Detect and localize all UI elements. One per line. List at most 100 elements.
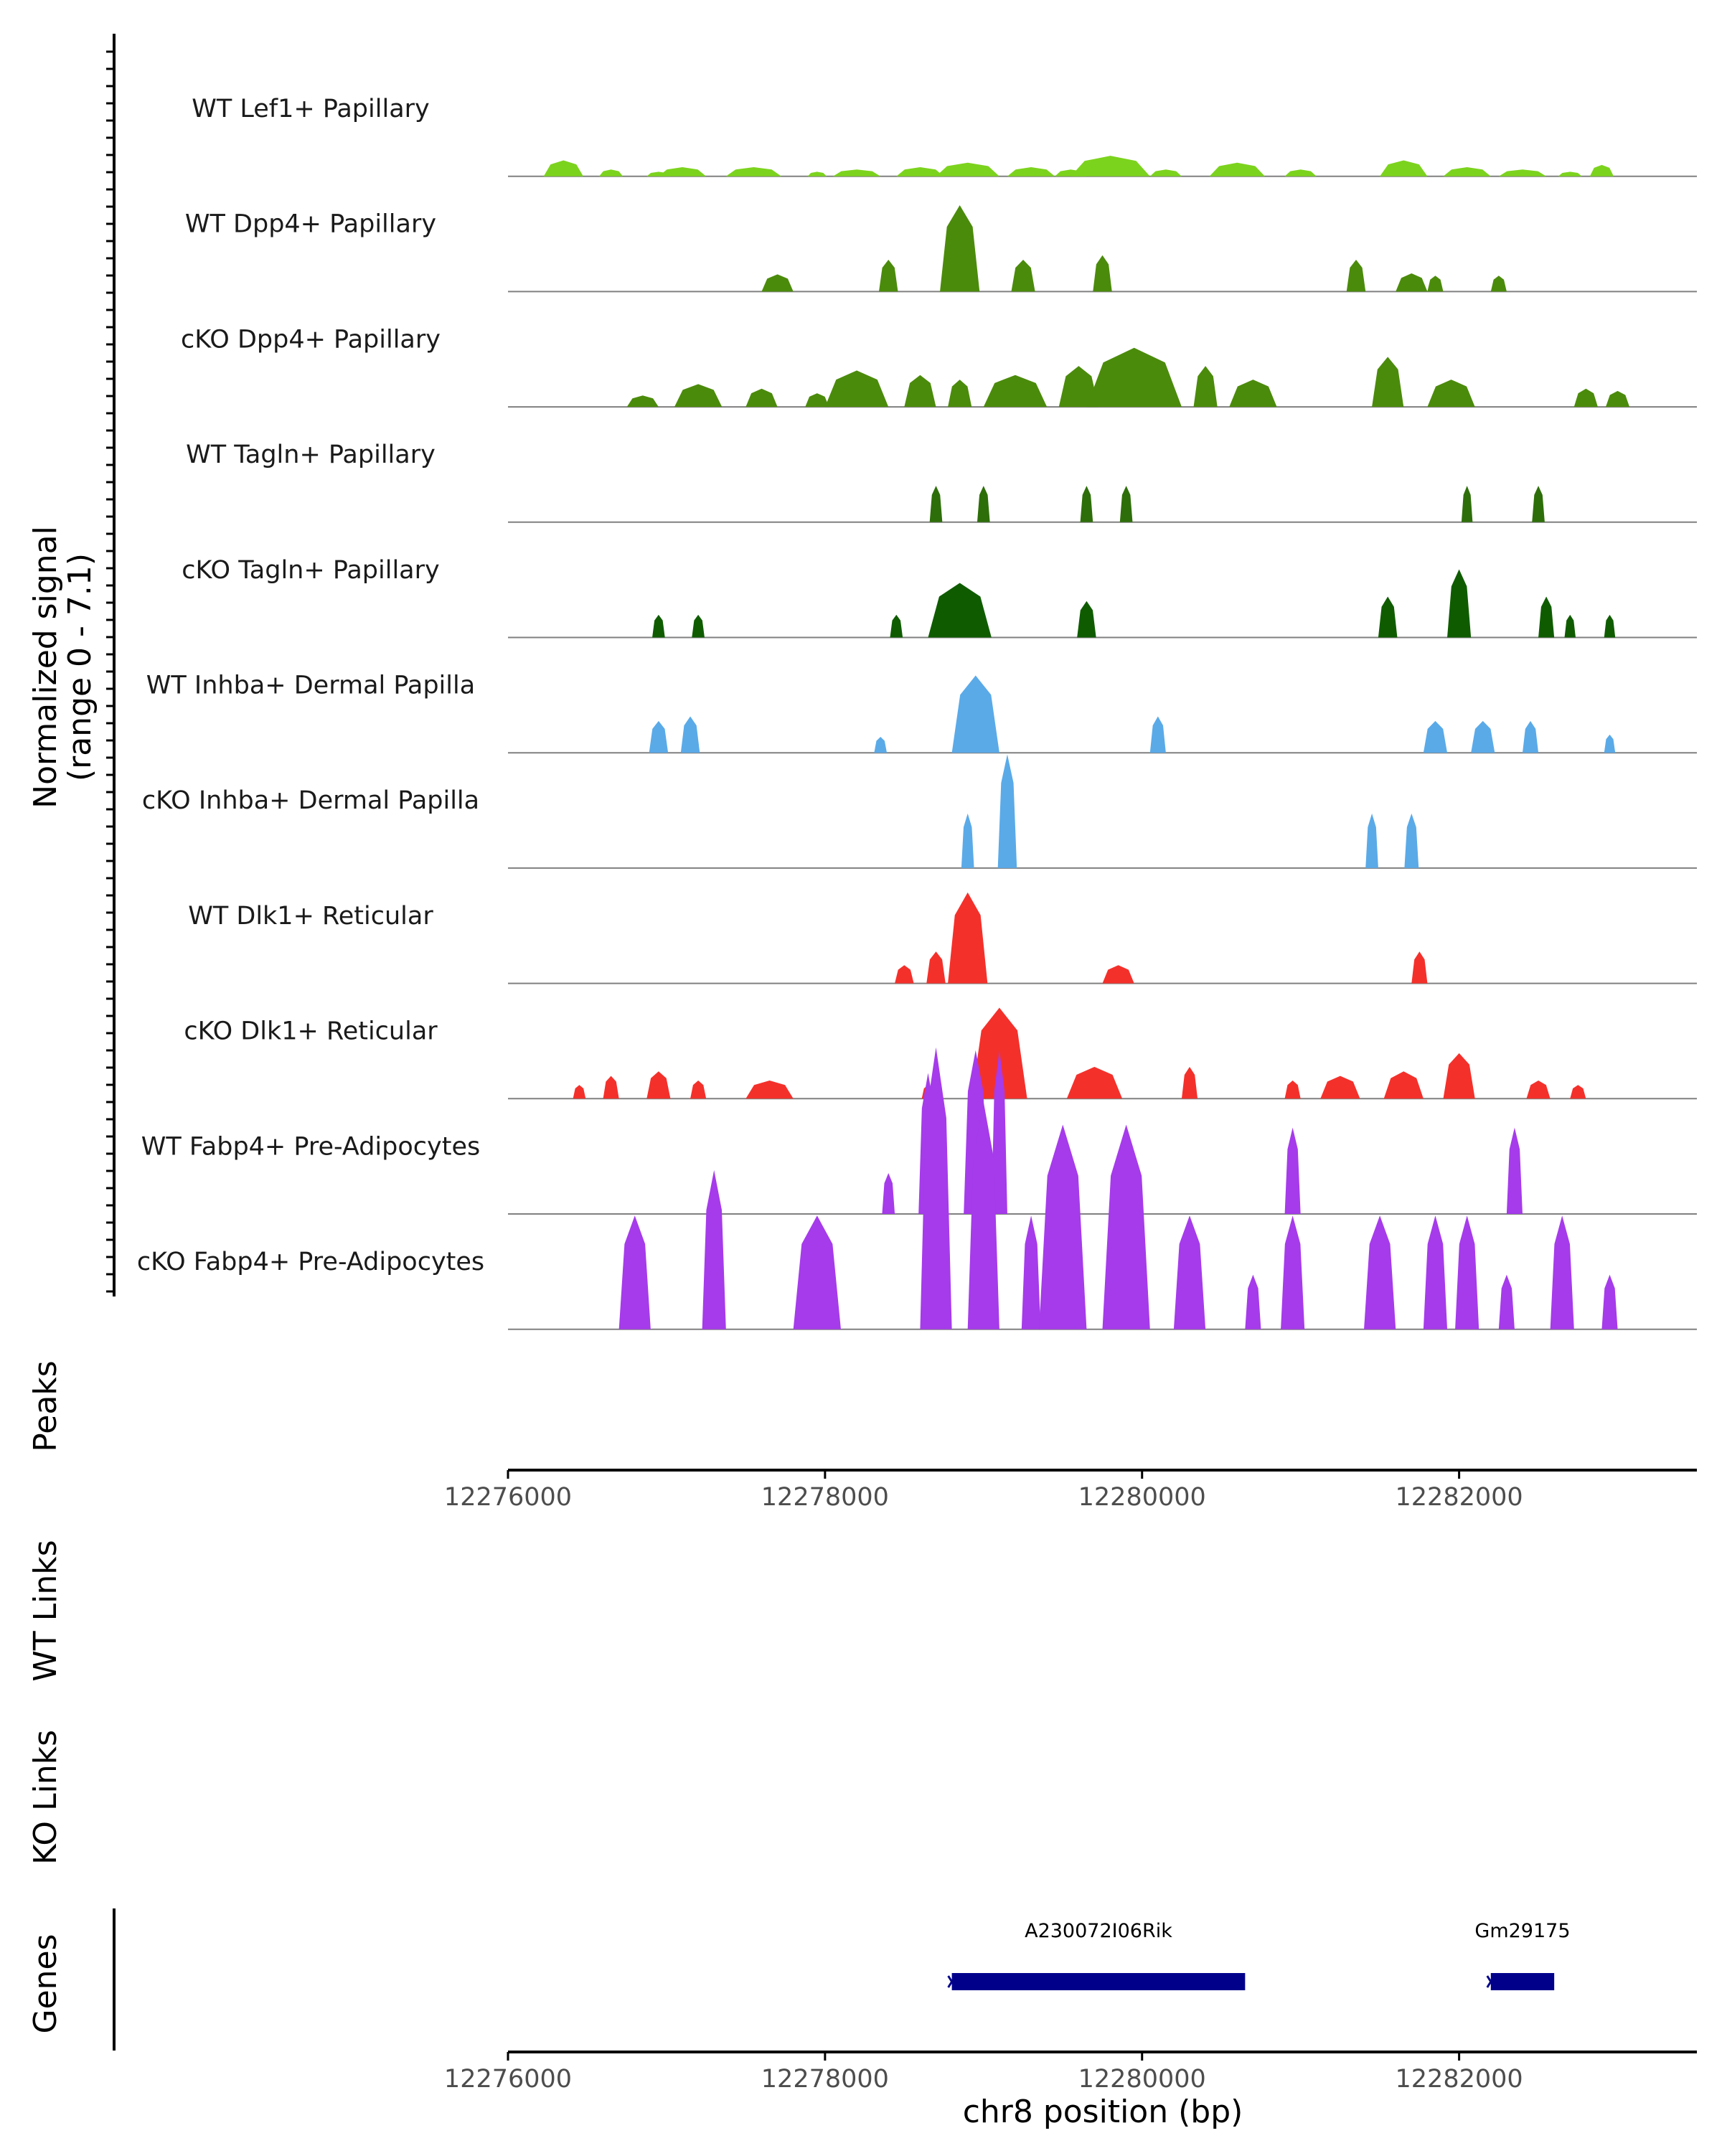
gene-gm29175: Gm29175	[1474, 1920, 1571, 1990]
track-wt-dpp4-papillary: WT Dpp4+ Papillary	[185, 204, 1697, 293]
track-wt-lef1-papillary: WT Lef1+ Papillary	[192, 95, 1697, 177]
coverage-peak	[824, 370, 889, 408]
coverage-peak	[1427, 276, 1444, 292]
coverage-peak	[878, 260, 898, 292]
coverage-peak	[702, 1169, 726, 1329]
coverage-peak	[1378, 596, 1398, 638]
x-tick-label: 12276000	[444, 1483, 572, 1512]
x-tick-label: 12282000	[1396, 2065, 1523, 2094]
coverage-peak	[807, 171, 827, 176]
coverage-peak	[948, 380, 972, 408]
wt-links-panel-label: WT Links	[27, 1540, 64, 1681]
coverage-peak	[967, 1101, 999, 1329]
bottom-x-axis: 12276000 12278000 12280000 12282000	[444, 2052, 1523, 2094]
signal-y-ticks	[106, 50, 114, 1293]
coverage-peak	[1058, 366, 1098, 408]
coverage-peak	[1526, 1080, 1551, 1099]
coverage-peak	[1538, 596, 1555, 638]
coverage-peak	[1498, 169, 1547, 176]
coverage-peak	[874, 737, 888, 753]
track-cko-inhba-dermal-papilla: cKO Inhba+ Dermal Papilla	[142, 754, 1697, 869]
coverage-peak	[1447, 569, 1472, 638]
coverage-peak	[997, 754, 1017, 868]
coverage-peak	[1455, 1215, 1479, 1329]
coverage-peak	[652, 614, 665, 638]
coverage-peak	[1443, 167, 1491, 176]
track-label: WT Lef1+ Papillary	[192, 95, 430, 123]
gene-label: A230072I06Rik	[1025, 1920, 1172, 1942]
coverage-peak	[928, 583, 992, 638]
coverage-peak	[618, 1215, 651, 1329]
coverage-peak	[674, 384, 723, 408]
coverage-peak	[1193, 366, 1218, 408]
track-cko-dlk1-reticular: cKO Dlk1+ Reticular	[184, 1007, 1697, 1100]
gene-body	[951, 1973, 1246, 1990]
track-wt-inhba-dermal-papilla: WT Inhba+ Dermal Papilla	[146, 672, 1697, 754]
coverage-peak	[1427, 380, 1475, 408]
coverage-peak	[1071, 156, 1150, 176]
x-tick-label: 12280000	[1078, 2065, 1206, 2094]
coverage-peak	[1522, 720, 1539, 753]
y-axis-title: Normalized signal (range 0 - 7.1)	[27, 526, 98, 809]
coverage-peak	[603, 1075, 619, 1099]
track-label: WT Fabp4+ Pre-Adipocytes	[141, 1132, 480, 1161]
gene-body	[1490, 1973, 1555, 1990]
coverage-peak	[692, 614, 705, 638]
coverage-peak	[890, 614, 903, 638]
coverage-peak	[1423, 720, 1448, 753]
coverage-peak	[1498, 1274, 1515, 1329]
track-cko-tagln-papillary: cKO Tagln+ Papillary	[182, 556, 1697, 639]
coverage-peak	[1119, 486, 1133, 522]
coverage-peak	[1380, 160, 1428, 176]
coverage-peak	[543, 160, 583, 176]
track-label: cKO Fabp4+ Pre-Adipocytes	[137, 1248, 484, 1276]
coverage-peak	[1229, 380, 1277, 408]
coverage-peak	[1281, 1215, 1305, 1329]
x-tick-label: 12278000	[761, 2065, 889, 2094]
coverage-peak	[1589, 164, 1614, 176]
coverage-peak	[1564, 614, 1576, 638]
coverage-peak	[1149, 716, 1166, 753]
track-label: WT Tagln+ Papillary	[186, 441, 436, 469]
coverage-peak	[793, 1215, 841, 1329]
coverage-peak	[1365, 813, 1378, 868]
track-wt-tagln-papillary: WT Tagln+ Papillary	[186, 441, 1697, 523]
track-label: cKO Tagln+ Papillary	[182, 556, 440, 585]
coverage-peak	[1102, 1124, 1150, 1329]
y-axis-title-line2: (range 0 - 7.1)	[62, 553, 98, 781]
coverage-peak	[1604, 614, 1616, 638]
coverage-peak	[882, 1172, 895, 1214]
coverage-peak	[646, 1071, 671, 1099]
coverage-peak	[1404, 813, 1419, 868]
coverage-peak	[1039, 1124, 1087, 1329]
coverage-peak	[1550, 1215, 1574, 1329]
coverage-peak	[961, 813, 974, 868]
coverage-peak	[1346, 260, 1366, 292]
coverage-peak	[761, 274, 794, 292]
peaks-panel-label: Peaks	[27, 1360, 64, 1451]
coverage-peak	[1532, 486, 1545, 522]
coverage-peak	[1209, 162, 1265, 176]
coverage-peak	[1411, 951, 1428, 984]
coverage-peak	[1423, 1215, 1448, 1329]
track-label: WT Dpp4+ Papillary	[185, 210, 436, 239]
coverage-tracks: WT Lef1+ Papillary WT Dpp4+ Papillary cKO …	[137, 95, 1697, 1330]
track-cko-fabp4-pre-adipocytes: cKO Fabp4+ Pre-Adipocytes	[137, 1047, 1697, 1330]
coverage-peak	[1396, 273, 1428, 292]
coverage-peak	[1007, 167, 1055, 176]
coverage-peak	[1077, 601, 1096, 638]
coverage-peak	[1372, 357, 1404, 408]
coverage-peak	[1284, 1080, 1301, 1099]
gene-label: Gm29175	[1474, 1920, 1570, 1942]
x-tick-label: 12280000	[1078, 1483, 1206, 1512]
x-tick-label: 12282000	[1396, 1483, 1523, 1512]
coverage-peak	[1490, 276, 1507, 292]
coverage-peak	[1461, 486, 1473, 522]
coverage-peak	[1443, 1053, 1475, 1099]
coverage-peak	[991, 1050, 1007, 1214]
coverage-peak	[832, 169, 881, 176]
coverage-peak	[948, 892, 988, 984]
coverage-peak	[1284, 1127, 1301, 1214]
ko-links-panel-label: KO Links	[27, 1730, 64, 1865]
strand-marker	[1486, 1975, 1496, 1988]
